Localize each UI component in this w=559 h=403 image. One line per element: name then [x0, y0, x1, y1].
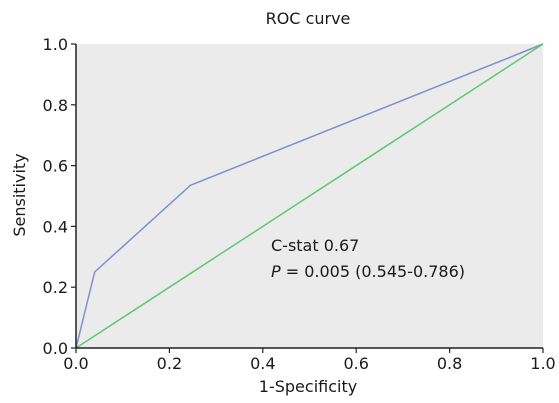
p-value-annotation: P = 0.005 (0.545-0.786) [271, 262, 465, 281]
y-tick-label: 0.2 [43, 278, 68, 297]
x-tick-label: 0.6 [343, 354, 368, 373]
y-tick-label: 1.0 [43, 35, 68, 54]
y-tick-label: 0.6 [43, 157, 68, 176]
p-symbol: P [271, 262, 281, 281]
y-axis-title: Sensitivity [10, 153, 29, 236]
y-tick-label: 0.8 [43, 96, 68, 115]
axes [75, 44, 543, 349]
y-tick-label: 0.4 [43, 217, 68, 236]
x-tick-label: 0.4 [250, 354, 275, 373]
x-tick-label: 0.0 [63, 354, 88, 373]
x-tick-label: 1.0 [530, 354, 555, 373]
x-axis-title: 1-Specificity [259, 377, 357, 396]
reference-diagonal-line [75, 43, 544, 349]
roc-curve-line [75, 43, 544, 349]
x-tick-label: 0.8 [437, 354, 462, 373]
cstat-annotation: C-stat 0.67 [271, 236, 359, 255]
x-tick-label: 0.2 [157, 354, 182, 373]
series-layer [75, 43, 544, 349]
y-tick-label: 0.0 [43, 339, 68, 358]
p-value-text: = 0.005 (0.545-0.786) [281, 262, 465, 281]
chart-title: ROC curve [266, 9, 351, 28]
axis-ticks: 0.0 0.2 0.4 0.6 0.8 1.0 0.0 0.2 0.4 0.6 0.8 1.0 [43, 35, 556, 373]
